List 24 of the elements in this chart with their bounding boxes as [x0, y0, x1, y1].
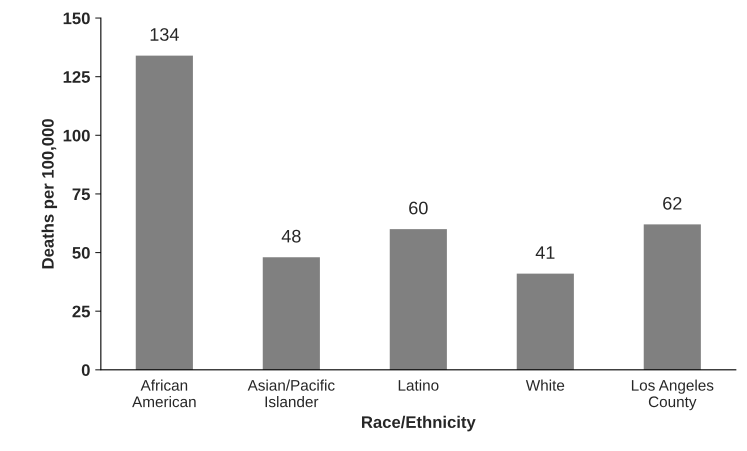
x-tick-label: Latino [398, 380, 438, 391]
data-label: 134 [150, 28, 179, 41]
data-label: 41 [536, 246, 554, 259]
bar [262, 257, 320, 370]
bar [390, 229, 447, 370]
y-tick-label: 0 [82, 364, 90, 376]
y-tick-label: 125 [64, 71, 90, 83]
y-tick-label: 100 [64, 130, 90, 142]
x-axis-title: Race/Ethnicity [362, 416, 476, 432]
x-tick-label: White [526, 380, 564, 391]
bar [516, 274, 574, 370]
y-axis-title: Deaths per 100,000 [42, 119, 58, 268]
x-tick-label: Asian/Pacific Islander [248, 380, 335, 408]
bar [644, 224, 701, 370]
y-tick-label: 75 [72, 188, 90, 200]
data-label: 60 [409, 202, 428, 214]
bar [136, 56, 193, 370]
data-label: 48 [282, 230, 301, 243]
y-tick-label: 25 [72, 306, 90, 318]
data-label: 62 [663, 196, 682, 210]
x-tick-label: African American [132, 380, 196, 408]
x-tick-label: Los Angeles County [632, 380, 714, 410]
y-tick-label: 150 [64, 12, 90, 24]
y-tick-label: 50 [72, 246, 90, 259]
